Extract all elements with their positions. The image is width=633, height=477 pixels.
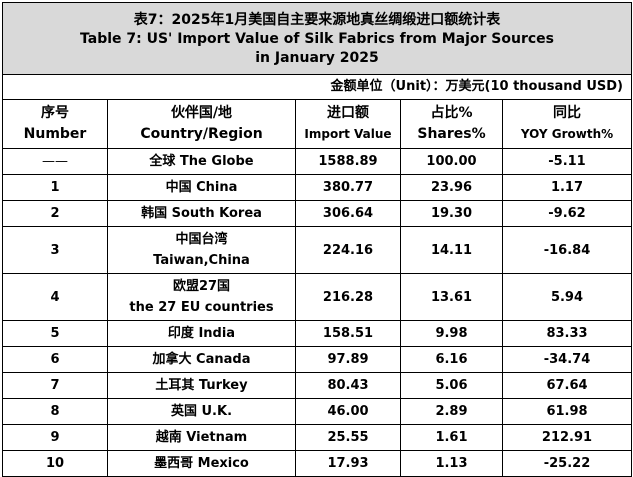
header-en: Import Value [304,127,392,141]
unit-row: 金额单位（Unit）：万美元(10 thousand USD) [2,74,632,100]
cell-yoy-growth: 5.94 [502,273,632,321]
title-en-line1: Table 7: US' Import Value of Silk Fabric… [80,30,554,47]
cell-number: 2 [2,200,108,227]
cell-region: 欧盟27国 the 27 EU countries [107,273,296,321]
title-row: 表7：2025年1月美国自主要来源地真丝绸缎进口额统计表 Table 7: US… [2,2,632,75]
cell-share: 14.11 [400,226,503,274]
cell-number: 10 [2,450,108,477]
cell-yoy-growth: -5.11 [502,148,632,175]
header-number: 序号 Number [2,99,108,149]
header-cn: 占比% [430,105,473,121]
cell-number: 1 [2,174,108,201]
table-row: 5 印度 India 158.51 9.98 83.33 [2,320,632,347]
table-row: 6 加拿大 Canada 97.89 6.16 -34.74 [2,346,632,373]
cell-region: 中国 China [107,174,296,201]
cell-share: 100.00 [400,148,503,175]
cell-share: 5.06 [400,372,503,399]
cell-import-value: 25.55 [295,424,401,451]
region-cn: 欧盟27国 [172,279,231,294]
cell-yoy-growth: -16.84 [502,226,632,274]
cell-import-value: 158.51 [295,320,401,347]
cell-region: 英国 U.K. [107,398,296,425]
region-en: Taiwan,China [153,253,250,268]
header-cn: 进口额 [327,105,369,121]
cell-share: 19.30 [400,200,503,227]
cell-number: 4 [2,273,108,321]
cell-yoy-growth: -25.22 [502,450,632,477]
table-row: 3 中国台湾 Taiwan,China 224.16 14.11 -16.84 [2,226,632,274]
cell-number: 5 [2,320,108,347]
cell-import-value: 97.89 [295,346,401,373]
cell-share: 9.98 [400,320,503,347]
cell-share: 23.96 [400,174,503,201]
region-en: the 27 EU countries [129,300,274,315]
table-row: 8 英国 U.K. 46.00 2.89 61.98 [2,398,632,425]
table-row: 2 韩国 South Korea 306.64 19.30 -9.62 [2,200,632,227]
cell-region: 土耳其 Turkey [107,372,296,399]
header-share: 占比% Shares% [400,99,503,149]
cell-region: 印度 India [107,320,296,347]
cell-import-value: 80.43 [295,372,401,399]
cell-import-value: 216.28 [295,273,401,321]
cell-yoy-growth: 1.17 [502,174,632,201]
header-en: Number [23,126,87,142]
cell-yoy-growth: -9.62 [502,200,632,227]
table-row: 7 土耳其 Turkey 80.43 5.06 67.64 [2,372,632,399]
cell-number: 8 [2,398,108,425]
cell-import-value: 224.16 [295,226,401,274]
unit-label: 金额单位（Unit）：万美元(10 thousand USD) [2,74,632,100]
cell-import-value: 17.93 [295,450,401,477]
cell-number: —— [2,148,108,175]
cell-share: 1.13 [400,450,503,477]
cell-import-value: 306.64 [295,200,401,227]
cell-share: 6.16 [400,346,503,373]
table-row: 10 墨西哥 Mexico 17.93 1.13 -25.22 [2,450,632,477]
cell-import-value: 46.00 [295,398,401,425]
header-value: 进口额 Import Value [295,99,401,149]
table-title: 表7：2025年1月美国自主要来源地真丝绸缎进口额统计表 Table 7: US… [2,2,632,75]
cell-share: 1.61 [400,424,503,451]
cell-import-value: 380.77 [295,174,401,201]
cell-yoy-growth: 83.33 [502,320,632,347]
header-yoy: 同比 YOY Growth% [502,99,632,149]
cell-yoy-growth: -34.74 [502,346,632,373]
title-cn: 表7：2025年1月美国自主要来源地真丝绸缎进口额统计表 [133,11,501,28]
cell-yoy-growth: 61.98 [502,398,632,425]
region-cn: 中国台湾 [175,232,228,247]
header-cn: 伙伴国/地 [170,105,233,121]
cell-yoy-growth: 67.64 [502,372,632,399]
cell-number: 3 [2,226,108,274]
table-row: —— 全球 The Globe 1588.89 100.00 -5.11 [2,148,632,175]
title-en-line2: in January 2025 [255,49,379,66]
cell-region: 墨西哥 Mexico [107,450,296,477]
cell-share: 2.89 [400,398,503,425]
cell-number: 9 [2,424,108,451]
cell-number: 7 [2,372,108,399]
cell-region: 中国台湾 Taiwan,China [107,226,296,274]
cell-region: 加拿大 Canada [107,346,296,373]
header-en: Country/Region [140,126,263,142]
header-en: YOY Growth% [520,127,614,141]
header-region: 伙伴国/地 Country/Region [107,99,296,149]
table-row: 4 欧盟27国 the 27 EU countries 216.28 13.61 5.94 [2,273,632,321]
cell-share: 13.61 [400,273,503,321]
table-row: 1 中国 China 380.77 23.96 1.17 [2,174,632,201]
header-en: Shares% [417,126,486,142]
cell-region: 越南 Vietnam [107,424,296,451]
header-row: 序号 Number 伙伴国/地 Country/Region 进口额 Import V… [2,99,632,149]
cell-region: 韩国 South Korea [107,200,296,227]
cell-import-value: 1588.89 [295,148,401,175]
table-row: 9 越南 Vietnam 25.55 1.61 212.91 [2,424,632,451]
cell-region: 全球 The Globe [107,148,296,175]
cell-yoy-growth: 212.91 [502,424,632,451]
header-cn: 同比 [553,105,581,121]
cell-number: 6 [2,346,108,373]
header-cn: 序号 [41,105,69,121]
